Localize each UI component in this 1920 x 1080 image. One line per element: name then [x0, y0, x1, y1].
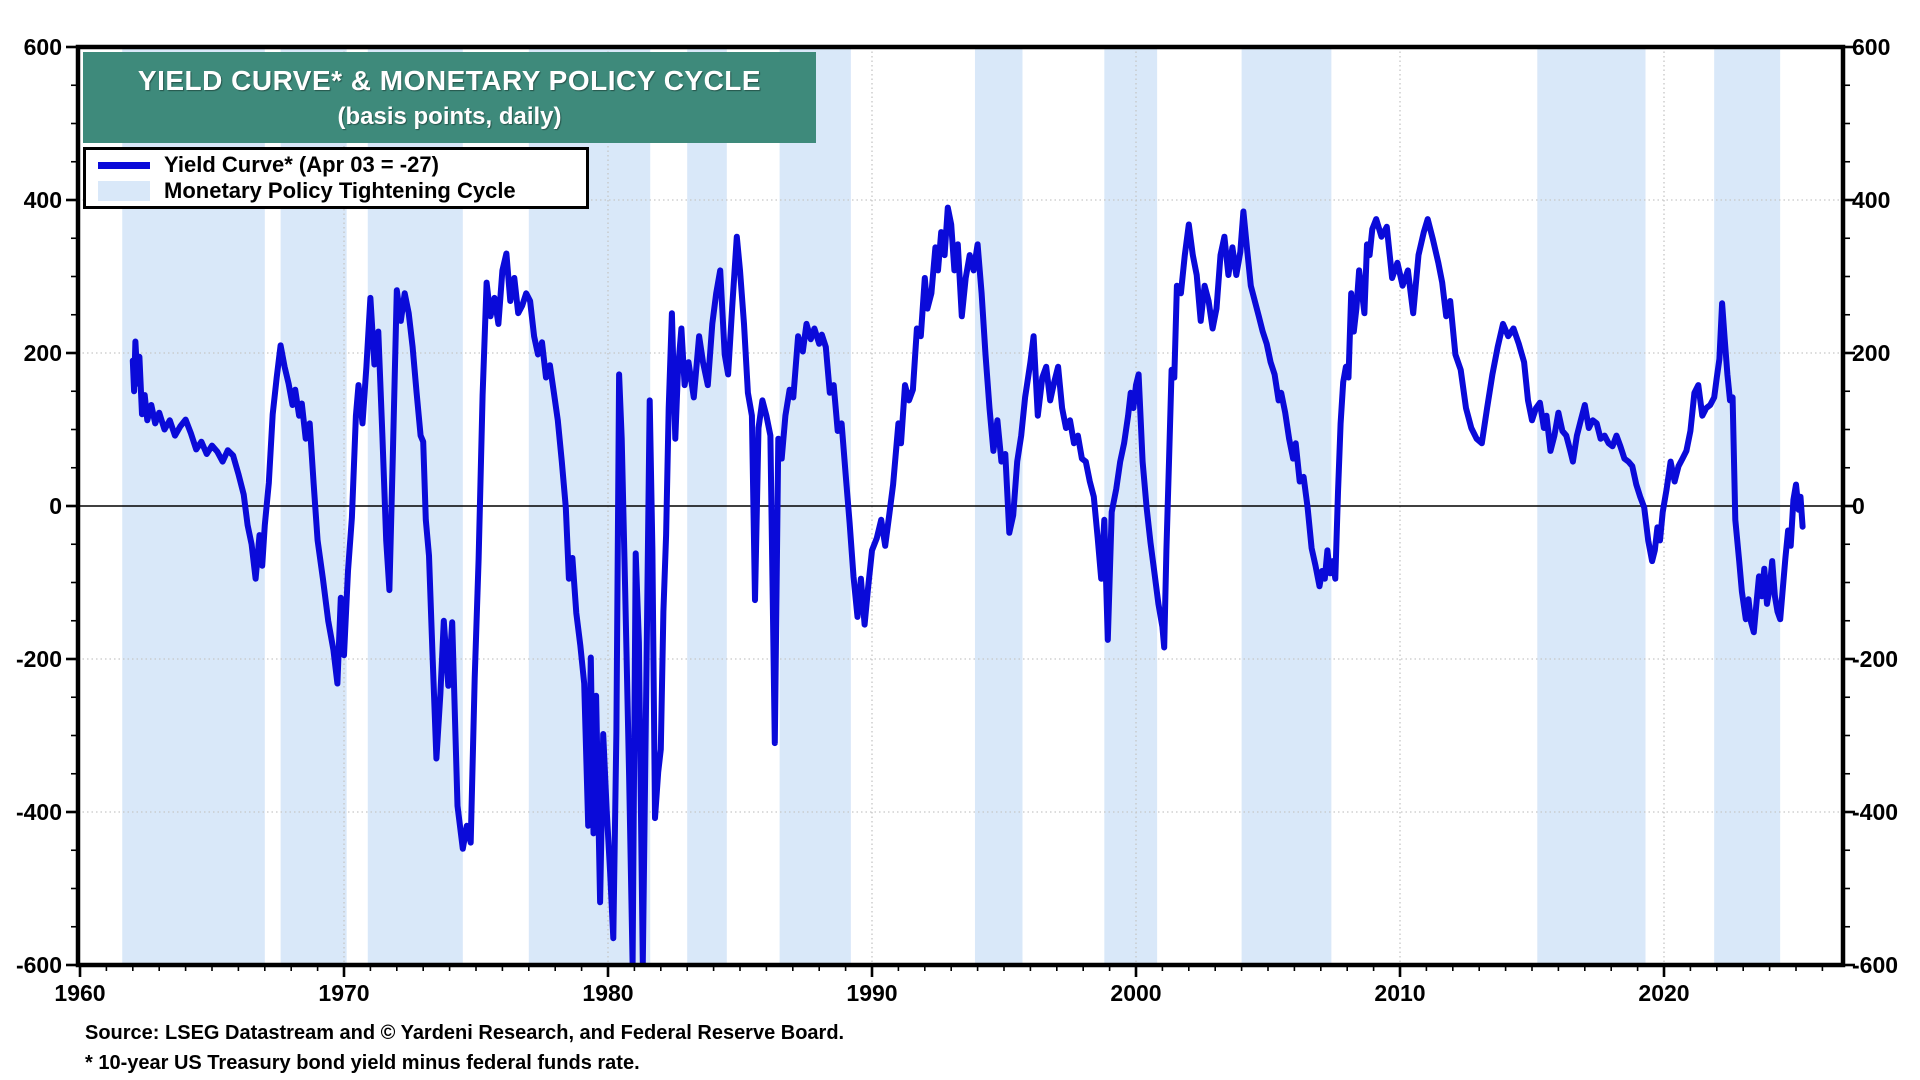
chart-title-box: YIELD CURVE* & MONETARY POLICY CYCLE (ba… [83, 52, 816, 143]
y-axis-label-right: 600 [1852, 34, 1891, 60]
x-axis-label: 2020 [1638, 980, 1690, 1006]
legend-row-yield-curve: Yield Curve* (Apr 03 = -27) [94, 152, 578, 178]
y-axis-label-left: -400 [15, 799, 62, 825]
x-axis-label: 1980 [582, 980, 634, 1006]
legend: Yield Curve* (Apr 03 = -27) Monetary Pol… [83, 147, 589, 209]
plot-border [75, 44, 1846, 968]
x-axis-label: 1960 [54, 980, 106, 1006]
y-axis-label-right: 0 [1852, 493, 1865, 519]
legend-label-yield-curve: Yield Curve* (Apr 03 = -27) [164, 152, 439, 177]
y-axis-label-left: 200 [23, 340, 62, 366]
y-axis-label-right: 400 [1852, 187, 1891, 213]
x-axis-label: 1990 [846, 980, 898, 1006]
y-axis-label-right: -600 [1852, 952, 1899, 978]
band-series-swatch-icon [98, 181, 150, 201]
y-axis-label-right: 200 [1852, 340, 1891, 366]
line-series-swatch-icon [98, 161, 150, 169]
x-axis-label: 1970 [318, 980, 370, 1006]
x-axis-label: 2000 [1110, 980, 1162, 1006]
chart-subtitle: (basis points, daily) [337, 102, 562, 130]
legend-row-tightening-cycle: Monetary Policy Tightening Cycle [94, 178, 578, 204]
x-axis-label: 2010 [1374, 980, 1426, 1006]
legend-label-tightening-cycle: Monetary Policy Tightening Cycle [164, 178, 516, 203]
y-axis-label-left: -600 [15, 952, 62, 978]
y-axis-label-left: 600 [23, 34, 62, 60]
source-credit: Source: LSEG Datastream and © Yardeni Re… [85, 1022, 845, 1044]
yield-curve-line [129, 204, 1806, 967]
footnote: * 10-year US Treasury bond yield minus f… [85, 1052, 640, 1074]
y-axis-label-left: -200 [15, 646, 62, 672]
chart-title: YIELD CURVE* & MONETARY POLICY CYCLE [137, 64, 762, 96]
y-axis-label-right: -400 [1852, 799, 1899, 825]
y-axis-label-left: 400 [23, 187, 62, 213]
y-axis-label-right: -200 [1852, 646, 1899, 672]
y-axis-label-left: 0 [49, 493, 62, 519]
